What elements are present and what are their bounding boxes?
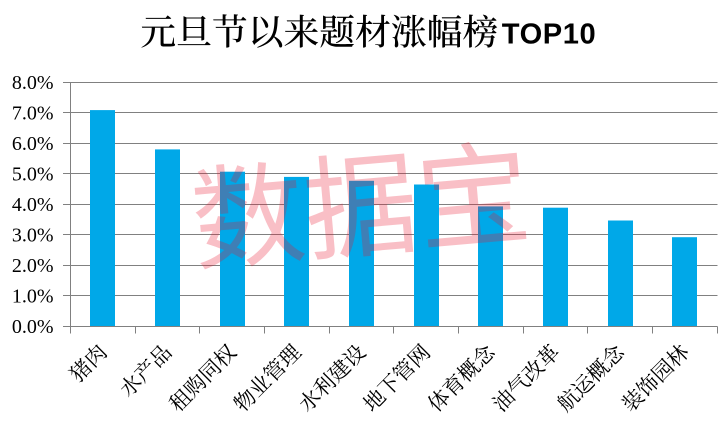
svg-text:5.0%: 5.0% (12, 164, 54, 186)
svg-text:0.0%: 0.0% (12, 316, 54, 338)
svg-text:2.0%: 2.0% (12, 255, 54, 277)
svg-text:6.0%: 6.0% (12, 133, 54, 155)
svg-text:8.0%: 8.0% (12, 72, 54, 94)
svg-text:4.0%: 4.0% (12, 194, 54, 216)
svg-text:1.0%: 1.0% (12, 286, 54, 308)
svg-text:TOP10: TOP10 (502, 19, 596, 51)
svg-text:3.0%: 3.0% (12, 225, 54, 247)
svg-text:7.0%: 7.0% (12, 103, 54, 125)
